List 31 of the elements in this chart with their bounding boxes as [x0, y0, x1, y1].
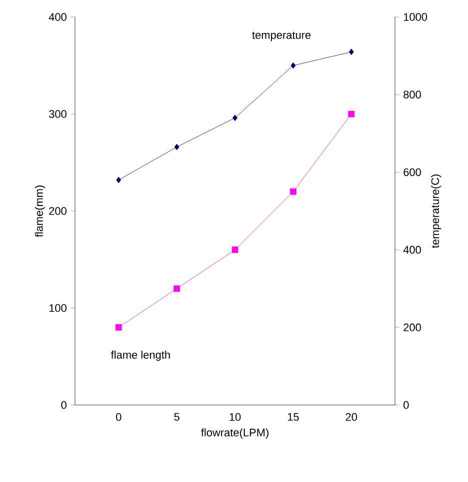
- x-tick-label: 20: [346, 413, 358, 421]
- y2-tick-label: 0: [404, 401, 409, 409]
- y2-tick-label: 600: [404, 168, 421, 176]
- y-tick-label: 0: [61, 401, 66, 409]
- y2-tick-label: 200: [404, 324, 421, 332]
- series-label: flame length: [111, 350, 170, 361]
- x-tick-label: 15: [288, 413, 299, 421]
- y-tick-label: 100: [49, 304, 66, 312]
- x-tick-label: 5: [174, 413, 180, 421]
- series-label: temperature: [252, 32, 311, 42]
- point: [232, 246, 238, 253]
- point: [348, 110, 355, 118]
- point: [174, 285, 180, 292]
- point: [232, 114, 238, 122]
- x-tick-label: 10: [230, 413, 241, 421]
- y-tick-label: 400: [48, 13, 66, 21]
- point: [115, 324, 122, 331]
- y-axis-title: flame(mm): [34, 186, 46, 238]
- point: [290, 188, 296, 195]
- y2-tick-label: 800: [404, 90, 421, 98]
- point: [290, 62, 296, 69]
- y2-axis-title: temperature(C): [430, 174, 442, 248]
- point: [174, 144, 180, 150]
- y-tick-label: 200: [49, 207, 66, 215]
- x-tick-label: 0: [116, 413, 122, 421]
- y2-tick-label: 400: [403, 246, 421, 254]
- x-axis-title: flowrate(LPM): [201, 428, 268, 439]
- point: [116, 176, 122, 184]
- y2-tick-label: 1000: [404, 13, 428, 21]
- y-tick-label: 300: [49, 110, 66, 118]
- point: [348, 48, 354, 56]
